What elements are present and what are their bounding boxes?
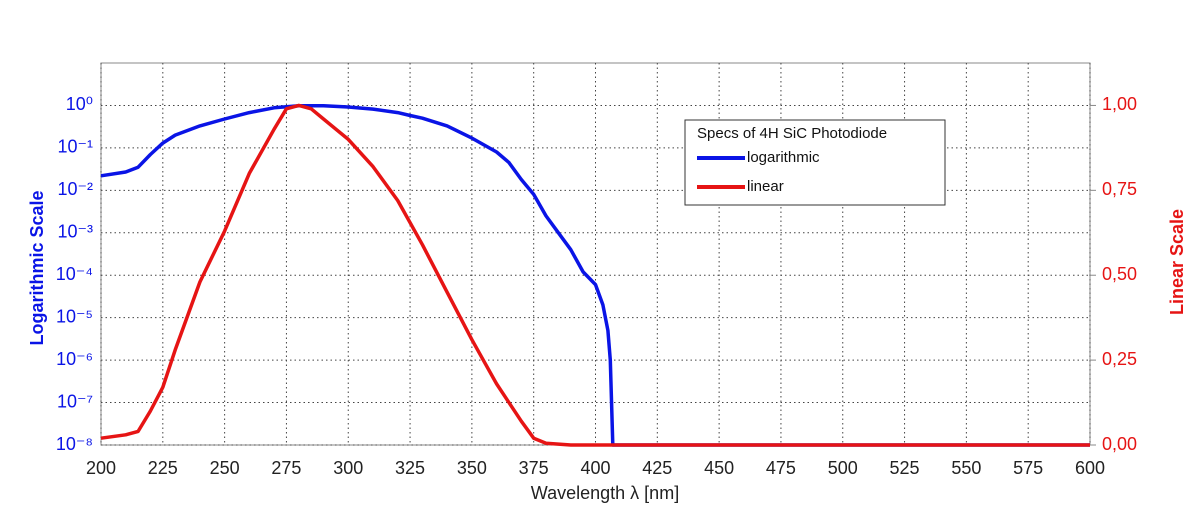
- y2-tick-label: 0,00: [1102, 434, 1137, 454]
- x-tick-label: 375: [519, 458, 549, 478]
- y2-tick-label: 1,00: [1102, 94, 1137, 114]
- y-tick-label: 10⁰: [66, 94, 93, 114]
- y2-tick-label: 0,75: [1102, 179, 1137, 199]
- series-line: [100, 104, 1090, 447]
- y2-tick-label: 0,50: [1102, 264, 1137, 284]
- y2-tick-label: 0,25: [1102, 349, 1137, 369]
- x-tick-label: 225: [148, 458, 178, 478]
- x-tick-label: 525: [890, 458, 920, 478]
- series-line: [100, 103, 1090, 447]
- x-tick-label: 200: [86, 458, 116, 478]
- legend-box: [684, 119, 946, 206]
- x-tick-label: 475: [766, 458, 796, 478]
- y-tick-label: 10⁻³: [57, 222, 93, 242]
- y-tick-label: 10⁻⁴: [56, 264, 93, 284]
- y-tick-label: 10⁻⁵: [56, 306, 93, 326]
- y-tick-label: 10⁻¹: [57, 137, 93, 157]
- y-tick-label: 10⁻⁷: [57, 391, 93, 411]
- x-tick-label: 275: [271, 458, 301, 478]
- y2-axis-label: Linear Scale: [1167, 209, 1187, 315]
- x-tick-label: 500: [828, 458, 858, 478]
- y-axis-label: Logarithmic Scale: [27, 190, 47, 345]
- y-tick-label: 10⁻⁸: [56, 434, 93, 454]
- y-tick-label: 10⁻²: [57, 179, 93, 199]
- x-tick-label: 400: [580, 458, 610, 478]
- x-tick-label: 250: [210, 458, 240, 478]
- x-tick-label: 600: [1075, 458, 1105, 478]
- x-tick-label: 450: [704, 458, 734, 478]
- legend-label: logarithmic: [747, 149, 820, 166]
- x-tick-label: 550: [951, 458, 981, 478]
- x-tick-label: 425: [642, 458, 672, 478]
- legend-label: linear: [747, 178, 784, 195]
- y-tick-label: 10⁻⁶: [56, 349, 93, 369]
- x-tick-label: 325: [395, 458, 425, 478]
- x-tick-label: 300: [333, 458, 363, 478]
- x-axis-label: Wavelength λ [nm]: [531, 483, 679, 503]
- x-tick-label: 350: [457, 458, 487, 478]
- legend-title: Specs of 4H SiC Photodiode: [697, 125, 887, 142]
- x-tick-label: 575: [1013, 458, 1043, 478]
